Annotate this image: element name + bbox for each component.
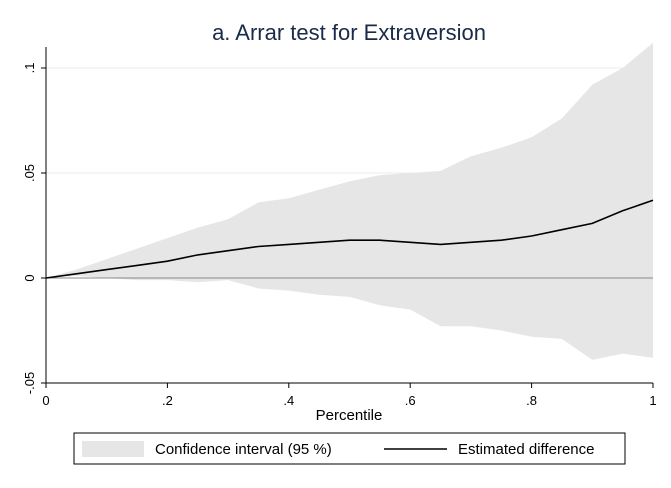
x-tick-label: .6	[405, 393, 416, 408]
x-axis-title: Percentile	[316, 407, 383, 424]
legend-swatch-confidence-interval	[82, 441, 144, 457]
x-tick-label: 1	[649, 393, 656, 408]
y-tick-label: -.05	[22, 372, 37, 394]
plot-area: 0 .2 .4 .6 .8 1 -.05 0 .05 .1	[22, 42, 657, 408]
chart-title: a. Arrar test for Extraversion	[212, 20, 486, 45]
y-tick-label: 0	[22, 274, 37, 281]
x-tick-label: .4	[283, 393, 294, 408]
legend: Confidence interval (95 %) Estimated dif…	[73, 432, 626, 465]
confidence-band	[46, 42, 653, 360]
legend-label-estimated-difference: Estimated difference	[458, 441, 594, 458]
x-tick-label: 0	[42, 393, 49, 408]
y-tick-label: .1	[22, 63, 37, 74]
legend-label-confidence-interval: Confidence interval (95 %)	[155, 441, 332, 458]
x-tick-label: .2	[162, 393, 173, 408]
legend-box	[73, 432, 626, 465]
estimated-difference-line	[45, 199, 654, 279]
x-tick-label: .8	[526, 393, 537, 408]
y-tick-label: .05	[22, 164, 37, 182]
